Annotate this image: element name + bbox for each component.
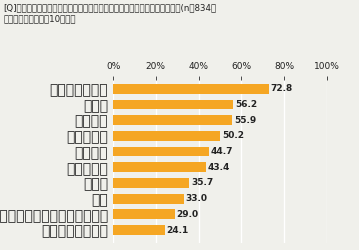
Text: 56.2: 56.2 — [235, 100, 257, 109]
Bar — [113, 84, 269, 94]
Text: 35.7: 35.7 — [191, 178, 213, 188]
Text: 44.7: 44.7 — [210, 147, 233, 156]
Text: 55.9: 55.9 — [234, 116, 256, 124]
Bar — [113, 162, 206, 172]
Bar — [113, 115, 233, 125]
Bar — [113, 194, 183, 203]
Text: 50.2: 50.2 — [222, 131, 244, 140]
Bar — [113, 178, 189, 188]
Text: 33.0: 33.0 — [185, 194, 207, 203]
Bar — [113, 100, 233, 109]
Bar — [113, 131, 220, 141]
Text: 24.1: 24.1 — [166, 226, 188, 234]
Text: 43.4: 43.4 — [208, 163, 230, 172]
Text: [Q]家で作る、作ったことのある、韓国料理のメニューを教えてください。(n＝834・
複数回答のうち上位10項目）: [Q]家で作る、作ったことのある、韓国料理のメニューを教えてください。(n＝83… — [4, 4, 217, 23]
Bar — [113, 225, 164, 235]
Text: 29.0: 29.0 — [177, 210, 199, 219]
Bar — [113, 210, 175, 219]
Text: 72.8: 72.8 — [270, 84, 293, 93]
Bar — [113, 147, 209, 156]
